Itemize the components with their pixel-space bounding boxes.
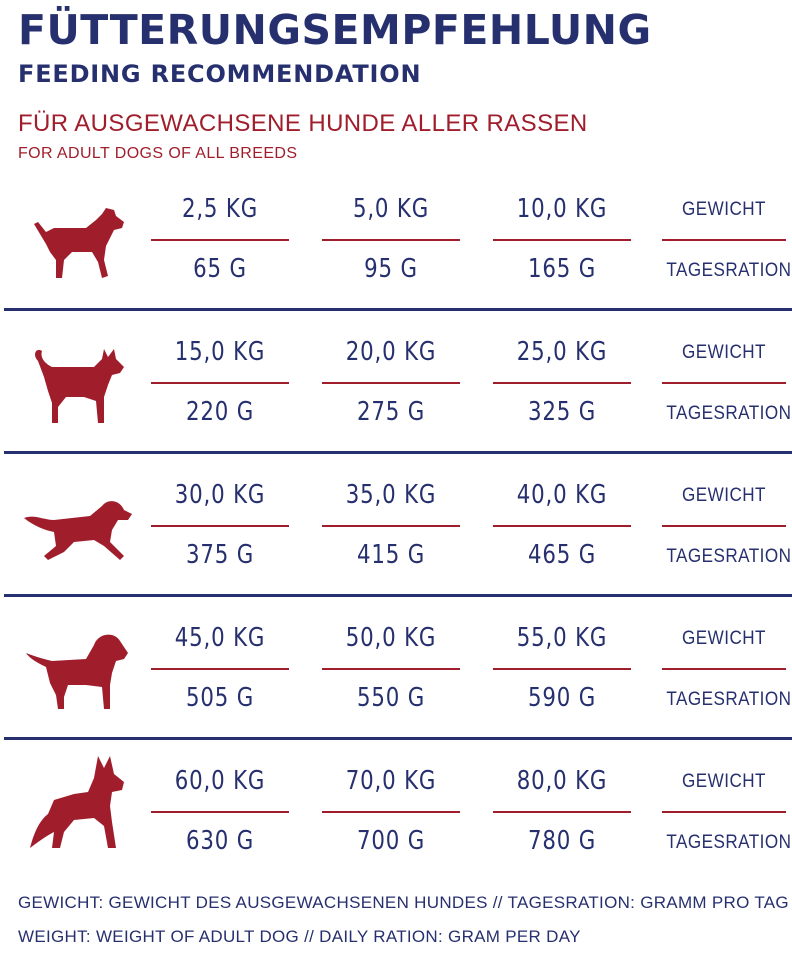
- divider: [151, 239, 289, 241]
- divider: [493, 811, 631, 813]
- ration-label: TAGESRATION: [666, 546, 792, 567]
- page-title: FÜTTERUNGSEMPFEHLUNG: [18, 6, 652, 54]
- table-row: 2,5 KG 65 G 5,0 KG 95 G 10,0 KG 165 G GE…: [0, 168, 792, 311]
- divider: [322, 811, 460, 813]
- divider: [322, 525, 460, 527]
- divider: [322, 239, 460, 241]
- divider: [662, 382, 786, 384]
- weight-value: 15,0 KG: [174, 337, 266, 367]
- divider: [662, 239, 786, 241]
- subtitle-german: FÜR AUSGEWACHSENE HUNDE ALLER RASSEN: [18, 110, 588, 137]
- ration-label: TAGESRATION: [666, 832, 792, 853]
- ration-value: 165 G: [527, 254, 597, 284]
- divider: [662, 668, 786, 670]
- divider: [322, 668, 460, 670]
- ration-value: 505 G: [185, 683, 255, 713]
- labrador-dog-icon: [26, 634, 128, 709]
- setter-dog-icon: [24, 501, 132, 560]
- weight-value: 30,0 KG: [174, 480, 266, 510]
- divider: [493, 668, 631, 670]
- row-divider: [4, 308, 792, 311]
- feeding-table: 2,5 KG 65 G 5,0 KG 95 G 10,0 KG 165 G GE…: [0, 168, 792, 880]
- shepherd-dog-icon: [30, 756, 124, 848]
- divider: [151, 525, 289, 527]
- weight-value: 35,0 KG: [345, 480, 437, 510]
- legend-english: WEIGHT: WEIGHT OF ADULT DOG // DAILY RAT…: [18, 927, 581, 946]
- divider: [322, 382, 460, 384]
- weight-value: 25,0 KG: [516, 337, 608, 367]
- ration-value: 220 G: [185, 397, 255, 427]
- ration-value: 700 G: [356, 826, 426, 856]
- ration-value: 550 G: [356, 683, 426, 713]
- weight-value: 45,0 KG: [174, 623, 266, 653]
- ration-value: 780 G: [527, 826, 597, 856]
- divider: [151, 382, 289, 384]
- weight-label: GEWICHT: [682, 342, 766, 363]
- divider: [493, 525, 631, 527]
- weight-value: 20,0 KG: [345, 337, 437, 367]
- ration-value: 590 G: [527, 683, 597, 713]
- weight-value: 40,0 KG: [516, 480, 608, 510]
- row-divider: [4, 594, 792, 597]
- table-row: 45,0 KG 505 G 50,0 KG 550 G 55,0 KG 590 …: [0, 597, 792, 740]
- weight-value: 55,0 KG: [516, 623, 608, 653]
- weight-label: GEWICHT: [682, 485, 766, 506]
- table-row: 15,0 KG 220 G 20,0 KG 275 G 25,0 KG 325 …: [0, 311, 792, 454]
- ration-value: 65 G: [193, 254, 247, 284]
- small-terrier-icon: [34, 208, 124, 278]
- divider: [493, 382, 631, 384]
- ration-label: TAGESRATION: [666, 689, 792, 710]
- weight-value: 2,5 KG: [181, 194, 259, 224]
- ration-value: 375 G: [185, 540, 255, 570]
- ration-value: 95 G: [364, 254, 418, 284]
- divider: [662, 811, 786, 813]
- divider: [662, 525, 786, 527]
- weight-value: 80,0 KG: [516, 766, 608, 796]
- table-row: 60,0 KG 630 G 70,0 KG 700 G 80,0 KG 780 …: [0, 740, 792, 880]
- weight-value: 5,0 KG: [352, 194, 430, 224]
- row-divider: [4, 451, 792, 454]
- weight-label: GEWICHT: [682, 199, 766, 220]
- weight-label: GEWICHT: [682, 628, 766, 649]
- page-title-english: FEEDING RECOMMENDATION: [18, 60, 422, 88]
- divider: [151, 668, 289, 670]
- ration-value: 275 G: [356, 397, 426, 427]
- weight-value: 10,0 KG: [516, 194, 608, 224]
- row-divider: [4, 737, 792, 740]
- legend-german: GEWICHT: GEWICHT DES AUSGEWACHSENEN HUND…: [18, 893, 789, 912]
- table-row: 30,0 KG 375 G 35,0 KG 415 G 40,0 KG 465 …: [0, 454, 792, 597]
- divider: [151, 811, 289, 813]
- ration-value: 415 G: [356, 540, 426, 570]
- weight-label: GEWICHT: [682, 771, 766, 792]
- divider: [493, 239, 631, 241]
- subtitle-english: FOR ADULT DOGS OF ALL BREEDS: [18, 145, 298, 162]
- ration-label: TAGESRATION: [666, 260, 792, 281]
- ration-value: 325 G: [527, 397, 597, 427]
- ration-value: 630 G: [185, 826, 255, 856]
- ration-label: TAGESRATION: [666, 403, 792, 424]
- weight-value: 50,0 KG: [345, 623, 437, 653]
- weight-value: 70,0 KG: [345, 766, 437, 796]
- weight-value: 60,0 KG: [174, 766, 266, 796]
- ration-value: 465 G: [527, 540, 597, 570]
- spitz-dog-icon: [35, 349, 124, 423]
